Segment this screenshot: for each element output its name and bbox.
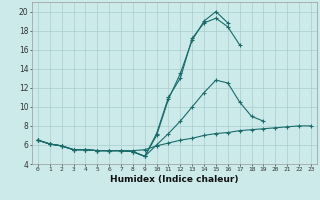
X-axis label: Humidex (Indice chaleur): Humidex (Indice chaleur) — [110, 175, 239, 184]
